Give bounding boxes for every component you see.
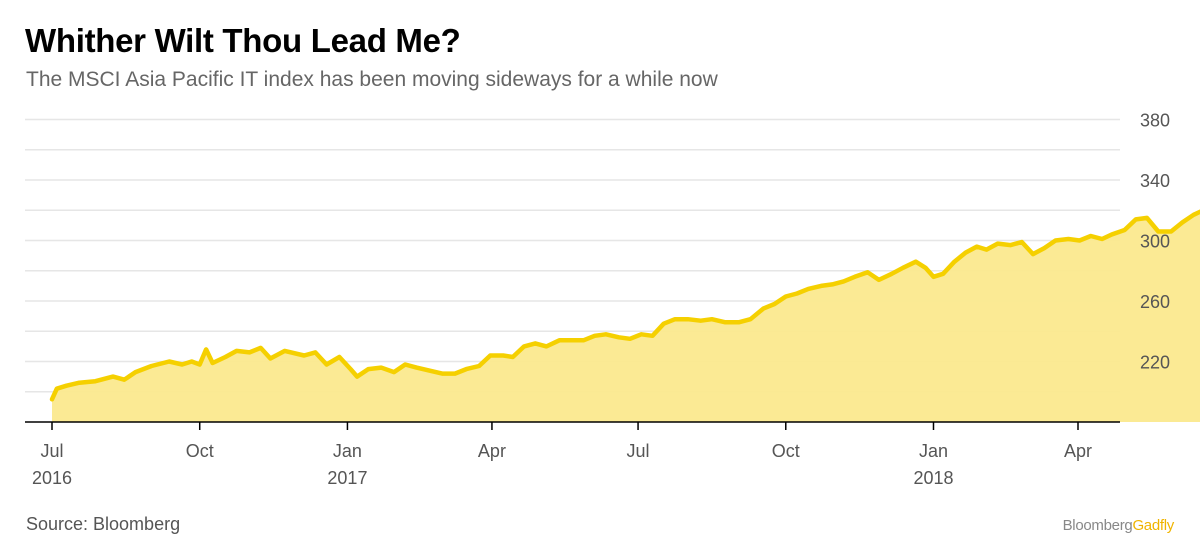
y-tick-label: 260 (1140, 292, 1170, 312)
x-tick-label: Jul (627, 441, 650, 461)
x-tick-label: Oct (186, 441, 214, 461)
x-tick-label: Apr (1064, 441, 1092, 461)
brand-part1: Bloomberg (1062, 517, 1133, 534)
brand-logo: BloombergGadfly (1062, 517, 1175, 534)
source-note: Source: Bloomberg (26, 514, 181, 534)
x-axis-ticks: Jul 2016 Oct Jan 2017 Apr Jul Oct Jan 2018 Apr (32, 422, 1092, 488)
chart-title: Whither Wilt Thou Lead Me? (25, 22, 461, 59)
x-tick-label: Jan (333, 441, 362, 461)
chart-subtitle: The MSCI Asia Pacific IT index has been … (26, 68, 718, 91)
brand-part2: Gadfly (1132, 517, 1174, 534)
y-tick-label: 340 (1140, 171, 1170, 191)
series-line (49, 209, 1200, 402)
series-area (52, 211, 1200, 422)
y-tick-label: 300 (1140, 232, 1170, 252)
x-tick-label: Jan (919, 441, 948, 461)
y-axis-ticks: 220 260 300 340 380 (1140, 111, 1170, 373)
x-tick-year-label: 2018 (913, 468, 953, 488)
x-tick-label: Apr (478, 441, 506, 461)
y-tick-label: 220 (1140, 353, 1170, 373)
y-tick-label: 380 (1140, 111, 1170, 131)
x-tick-year-label: 2016 (32, 468, 72, 488)
x-tick-label: Oct (772, 441, 800, 461)
x-tick-label: Jul (40, 441, 63, 461)
x-tick-year-label: 2017 (327, 468, 367, 488)
